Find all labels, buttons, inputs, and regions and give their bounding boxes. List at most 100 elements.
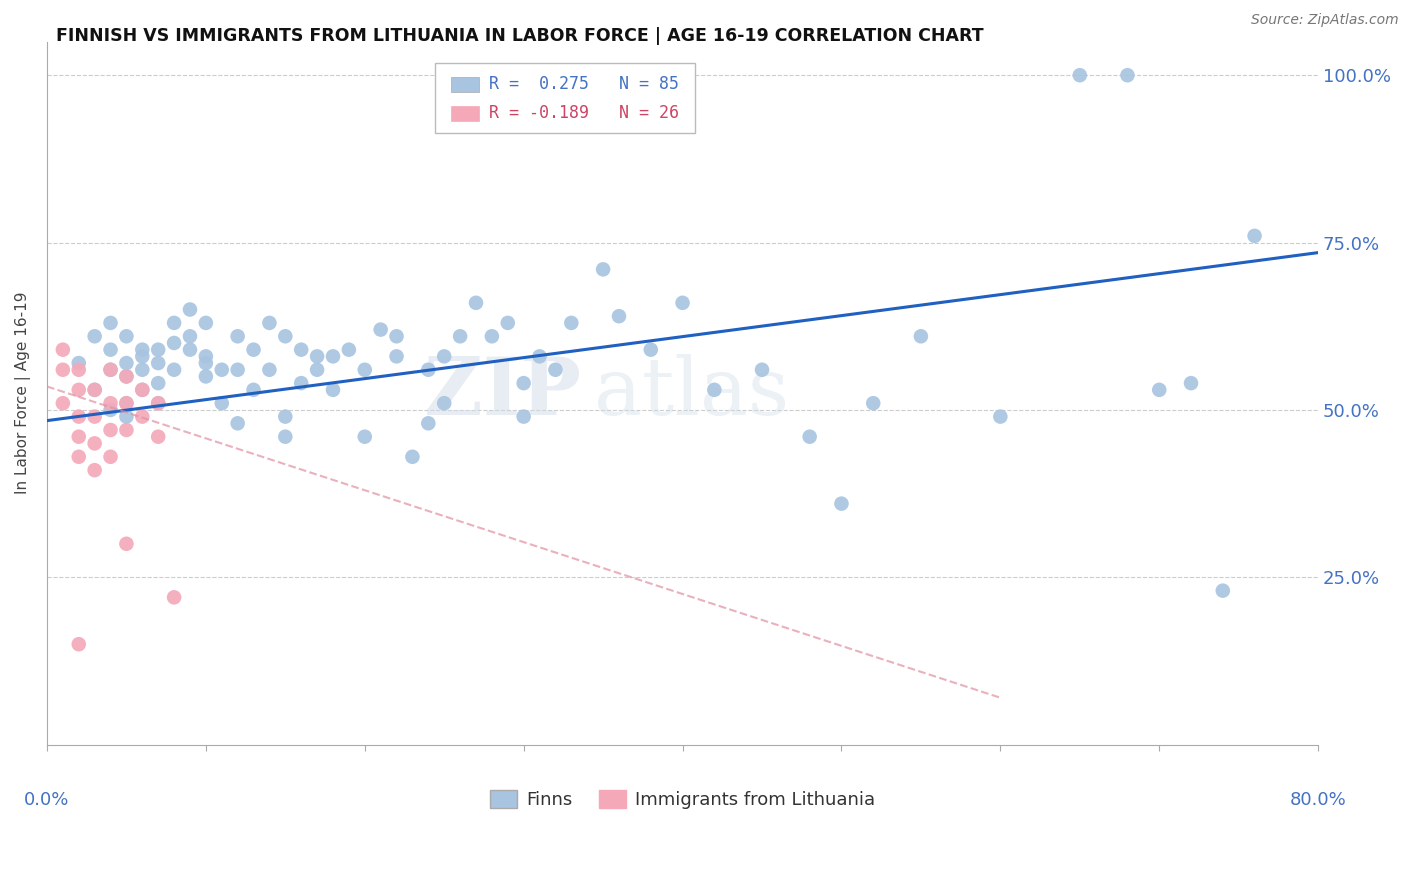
Text: FINNISH VS IMMIGRANTS FROM LITHUANIA IN LABOR FORCE | AGE 16-19 CORRELATION CHAR: FINNISH VS IMMIGRANTS FROM LITHUANIA IN … bbox=[56, 27, 984, 45]
Point bbox=[52, 363, 75, 377]
Point bbox=[194, 356, 217, 370]
Point bbox=[385, 329, 408, 343]
Y-axis label: In Labor Force | Age 16-19: In Labor Force | Age 16-19 bbox=[15, 292, 31, 494]
FancyBboxPatch shape bbox=[451, 77, 479, 93]
Point bbox=[433, 396, 456, 410]
Point bbox=[385, 350, 408, 364]
Point bbox=[529, 350, 551, 364]
Point bbox=[148, 376, 170, 391]
Point bbox=[179, 343, 201, 357]
Point bbox=[115, 329, 138, 343]
Point bbox=[671, 295, 693, 310]
Point bbox=[67, 363, 90, 377]
Text: 80.0%: 80.0% bbox=[1289, 791, 1347, 809]
Point bbox=[259, 316, 281, 330]
Point bbox=[131, 383, 153, 397]
Point bbox=[67, 383, 90, 397]
Point bbox=[640, 343, 662, 357]
Point bbox=[496, 316, 519, 330]
Text: ZIP: ZIP bbox=[423, 354, 581, 433]
Point bbox=[115, 409, 138, 424]
Point bbox=[163, 591, 186, 605]
FancyBboxPatch shape bbox=[434, 62, 696, 133]
Point bbox=[115, 396, 138, 410]
Point bbox=[148, 430, 170, 444]
Point bbox=[307, 363, 329, 377]
Point bbox=[226, 329, 249, 343]
Point bbox=[115, 369, 138, 384]
Point bbox=[148, 343, 170, 357]
Point bbox=[115, 423, 138, 437]
Point bbox=[353, 430, 375, 444]
Point bbox=[83, 409, 105, 424]
Text: Source: ZipAtlas.com: Source: ZipAtlas.com bbox=[1251, 13, 1399, 28]
Point bbox=[449, 329, 471, 343]
Point bbox=[226, 417, 249, 431]
Point bbox=[322, 383, 344, 397]
Point bbox=[1180, 376, 1202, 391]
Point bbox=[560, 316, 582, 330]
Point bbox=[211, 363, 233, 377]
Point bbox=[194, 350, 217, 364]
Point bbox=[751, 363, 773, 377]
Point bbox=[1147, 383, 1170, 397]
Point bbox=[862, 396, 884, 410]
Point bbox=[370, 322, 392, 336]
Point bbox=[194, 316, 217, 330]
Point bbox=[163, 316, 186, 330]
Point bbox=[242, 343, 264, 357]
Point bbox=[100, 450, 122, 464]
Point bbox=[322, 350, 344, 364]
Point bbox=[52, 343, 75, 357]
Point bbox=[274, 430, 297, 444]
FancyBboxPatch shape bbox=[451, 106, 479, 121]
Point bbox=[418, 417, 440, 431]
Text: R =  0.275   N = 85: R = 0.275 N = 85 bbox=[489, 75, 679, 93]
Point bbox=[115, 537, 138, 551]
Point bbox=[115, 369, 138, 384]
Point bbox=[465, 295, 488, 310]
Point bbox=[830, 497, 852, 511]
Point bbox=[131, 363, 153, 377]
Point bbox=[52, 396, 75, 410]
Point bbox=[115, 356, 138, 370]
Point bbox=[100, 343, 122, 357]
Point bbox=[131, 409, 153, 424]
Point bbox=[179, 329, 201, 343]
Text: 0.0%: 0.0% bbox=[24, 791, 70, 809]
Text: atlas: atlas bbox=[593, 354, 789, 433]
Point bbox=[83, 463, 105, 477]
Point bbox=[67, 430, 90, 444]
Point bbox=[433, 350, 456, 364]
Point bbox=[1116, 68, 1139, 82]
Point bbox=[131, 343, 153, 357]
Point bbox=[910, 329, 932, 343]
Point bbox=[83, 436, 105, 450]
Legend: Finns, Immigrants from Lithuania: Finns, Immigrants from Lithuania bbox=[482, 782, 883, 816]
Point bbox=[100, 396, 122, 410]
Point bbox=[1069, 68, 1091, 82]
Point bbox=[100, 363, 122, 377]
Point bbox=[100, 316, 122, 330]
Point bbox=[290, 343, 312, 357]
Text: R = -0.189   N = 26: R = -0.189 N = 26 bbox=[489, 103, 679, 121]
Point bbox=[592, 262, 614, 277]
Point bbox=[148, 396, 170, 410]
Point bbox=[148, 356, 170, 370]
Point bbox=[131, 350, 153, 364]
Point bbox=[163, 336, 186, 351]
Point bbox=[67, 637, 90, 651]
Point bbox=[83, 383, 105, 397]
Point bbox=[226, 363, 249, 377]
Point bbox=[274, 329, 297, 343]
Point bbox=[401, 450, 423, 464]
Point bbox=[100, 423, 122, 437]
Point bbox=[337, 343, 360, 357]
Point bbox=[512, 409, 534, 424]
Point bbox=[988, 409, 1011, 424]
Point bbox=[100, 403, 122, 417]
Point bbox=[799, 430, 821, 444]
Point bbox=[1212, 583, 1234, 598]
Point bbox=[353, 363, 375, 377]
Point bbox=[703, 383, 725, 397]
